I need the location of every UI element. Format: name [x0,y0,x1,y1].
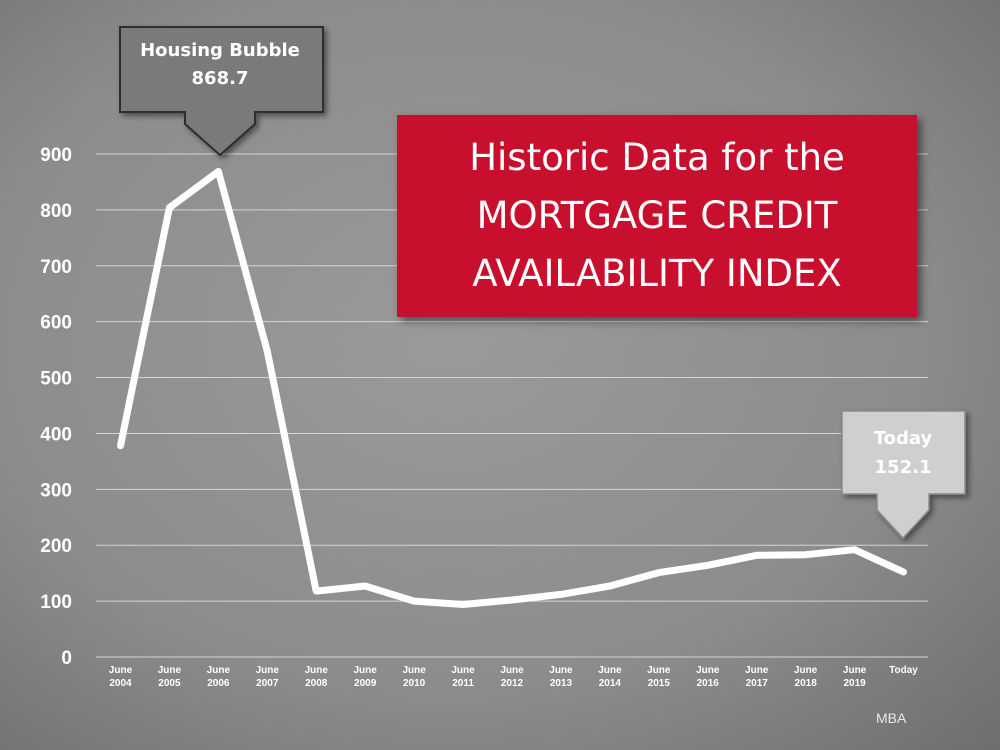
x-tick-label: June 2017 [745,665,769,689]
x-tick-label: June 2013 [549,665,573,689]
peak-callout-shape [119,26,324,157]
x-tick-label: June 2018 [794,665,818,689]
x-axis-ticks: June 2004 June 2005 June 2006 June 2007 June 2008… [109,665,919,689]
today-callout-line1: Today [874,428,933,449]
chart-title-box: Historic Data for the MORTGAGE CREDIT AV… [397,115,917,317]
data-point [606,583,613,590]
x-tick-label: June 2019 [843,665,867,689]
x-tick-label: June 2005 [158,665,182,689]
x-tick-label: June 2008 [305,665,329,689]
data-point [215,168,222,175]
chart-title-line2: MORTGAGE CREDIT [476,194,838,237]
today-callout-line2: 152.1 [875,457,932,478]
y-tick-label: 200 [40,536,72,557]
y-tick-label: 300 [40,480,72,501]
x-tick-label: June 2012 [500,665,524,689]
y-tick-label: 500 [40,369,72,390]
data-point [851,546,858,553]
data-point [166,204,173,211]
x-tick-label: June 2010 [402,665,426,689]
today-callout-shape [841,410,966,540]
chart-title-line3: AVAILABILITY INDEX [472,252,842,295]
peak-callout-line2: 868.7 [192,68,249,89]
y-tick-label: 400 [40,424,72,445]
today-callout [841,410,966,540]
source-label: MBA [876,710,907,726]
x-tick-label: June 2016 [696,665,720,689]
data-point [802,551,809,558]
chart-title-line1: Historic Data for the [469,136,845,179]
x-tick-label: June 2006 [207,665,231,689]
data-point [900,568,907,575]
data-point [117,442,124,449]
x-tick-label: June 2011 [451,665,475,689]
x-tick-label: June 2009 [354,665,378,689]
data-point [753,552,760,559]
y-tick-label: 700 [40,257,72,278]
data-point [313,588,320,595]
peak-callout-line1: Housing Bubble [140,40,300,61]
data-point [411,598,418,605]
x-tick-label: June 2014 [598,665,622,689]
x-tick-label: June 2004 [109,665,133,689]
data-point [655,569,662,576]
y-tick-label: 600 [40,313,72,334]
y-tick-label: 100 [40,592,72,613]
y-tick-label: 800 [40,201,72,222]
x-tick-label: June 2015 [647,665,671,689]
y-tick-label: 0 [61,648,72,669]
y-tick-label: 900 [40,145,72,166]
peak-callout [119,26,324,157]
x-tick-label: June 2007 [256,665,280,689]
data-point [557,591,564,598]
data-point [362,583,369,590]
data-point [509,596,515,603]
data-point [264,348,271,355]
x-tick-label: Today [889,665,918,676]
series-group [117,168,907,608]
y-axis-ticks: 0 100 200 300 400 500 600 700 800 900 [40,145,72,669]
data-point [704,562,711,569]
data-point [460,601,467,608]
